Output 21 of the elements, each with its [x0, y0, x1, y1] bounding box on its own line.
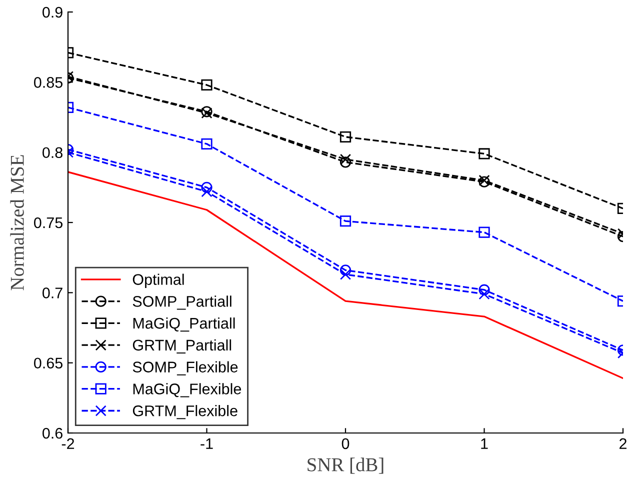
legend-label: SOMP_Partiall — [132, 296, 232, 310]
x-axis-title: SNR [dB] — [308, 458, 384, 474]
x-tick-label: 2 — [620, 438, 626, 449]
legend-label: MaGiQ_Flexible — [133, 383, 242, 398]
y-axis-title: Normalized MSE — [10, 155, 24, 290]
y-tick-label: 0.6 — [42, 428, 62, 439]
x-tick-label: -2 — [62, 438, 74, 449]
legend-label: GRTM_Partiall — [132, 339, 232, 354]
y-tick-label: 0.65 — [34, 358, 62, 369]
x-tick-label: -1 — [200, 438, 213, 449]
legend-label: MaGiQ_Partiall — [133, 317, 235, 332]
legend-label: Optimal — [132, 274, 184, 288]
y-tick-label: 0.8 — [42, 147, 62, 158]
y-tick-label: 0.7 — [42, 288, 62, 298]
y-tick-label: 0.75 — [34, 217, 62, 228]
legend-label: SOMP_Flexible — [132, 361, 238, 376]
y-tick-label: 0.9 — [42, 6, 62, 18]
legend-label: GRTM_Flexible — [132, 405, 238, 420]
x-tick-label: 0 — [342, 438, 350, 450]
y-tick-label: 0.85 — [34, 77, 62, 88]
x-tick-label: 1 — [481, 438, 488, 449]
